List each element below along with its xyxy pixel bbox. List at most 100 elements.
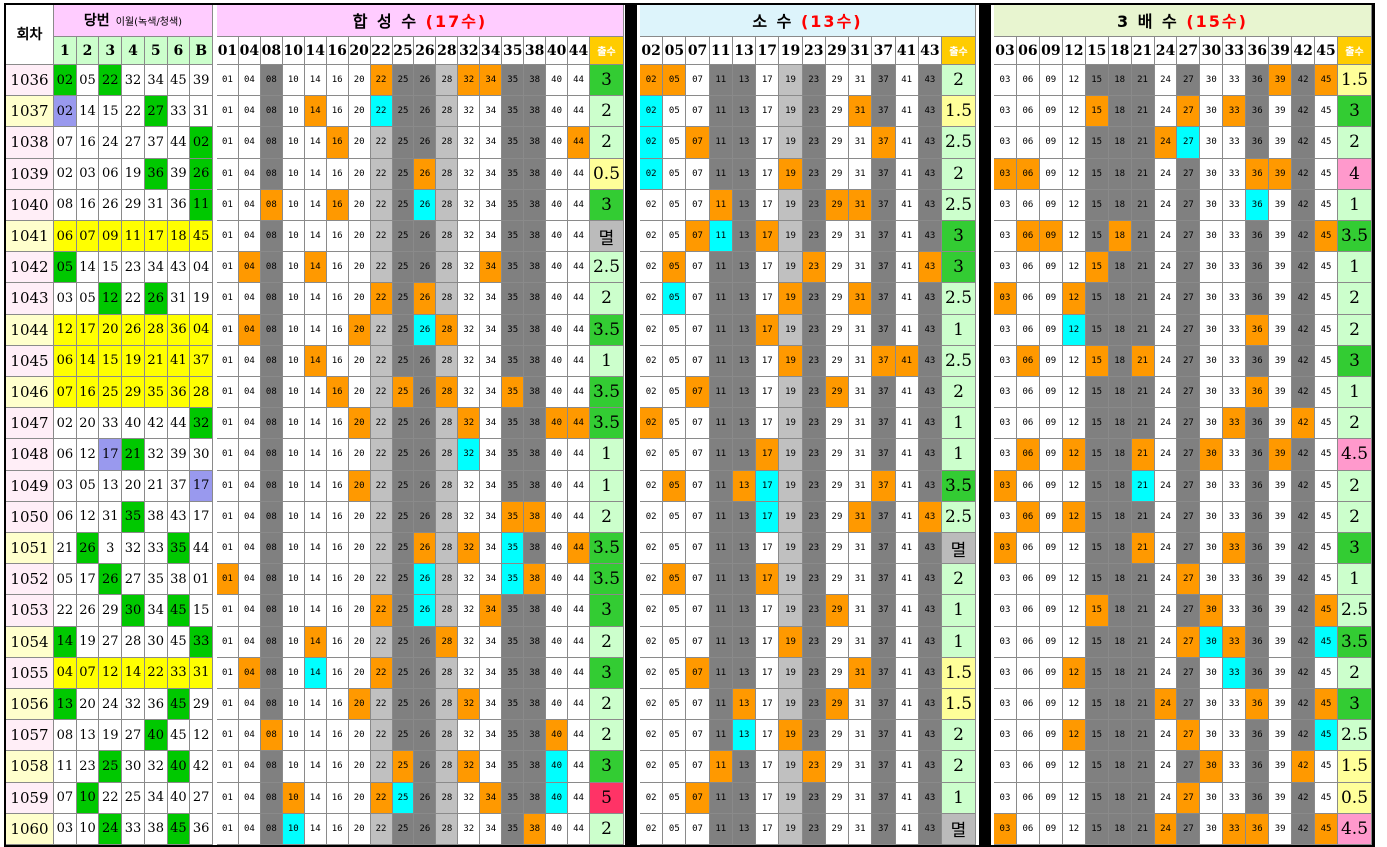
section-number-cell: 30 [1200,533,1224,565]
section-number-cell: 16 [326,252,349,284]
section-number-cell: 29 [825,345,850,377]
section-number-cell: 37 [872,657,896,689]
section-score-cell: 3 [1338,689,1372,721]
section-number-cell: 17 [756,626,780,658]
draw-number: 19 [190,283,213,315]
draw-number: 05 [54,564,77,596]
section-number-cell: 33 [1223,96,1247,128]
draw-number: 40 [122,408,145,440]
section-number-cell: 26 [414,408,437,440]
section-number-cell: 25 [392,626,415,658]
section-number-cell: 02 [640,96,664,128]
section-number-cell: 44 [568,813,590,845]
section-number-cell: 41 [895,470,919,502]
section-number-cell: 30 [1200,439,1224,471]
section-number-cell: 35 [502,221,525,253]
section-number-cell: 24 [1154,96,1178,128]
draw-number: 31 [190,96,213,128]
section-number-cell: 14 [304,221,327,253]
section-number-cell: 12 [1062,96,1086,128]
section-number-cell: 27 [1177,283,1201,315]
section-number-cell: 34 [480,751,503,783]
section-number-cell: 21 [1131,501,1155,533]
section-score-cell: 1 [590,470,624,502]
section-number-cell: 38 [524,595,547,627]
draw-number: 35 [122,501,145,533]
section-number-cell: 10 [282,96,305,128]
section-number-cell: 06 [1016,127,1040,159]
section-column-header: 14 [304,37,327,65]
section-number-cell: 30 [1200,127,1224,159]
section-score-cell: 2 [942,65,976,97]
section-number-cell: 19 [779,408,803,440]
draw-number: 27 [122,127,145,159]
section-number-cell: 07 [686,501,710,533]
section-number-cell: 42 [1292,657,1316,689]
section-number-cell: 33 [1223,408,1247,440]
section-number-cell: 18 [1108,96,1132,128]
section-number-cell: 35 [502,96,525,128]
section-number-cell: 07 [686,377,710,409]
draw-number: 31 [190,657,213,689]
section-number-cell: 28 [436,221,459,253]
prime-count-text: (13수) [800,12,863,31]
section-number-cell: 20 [348,252,371,284]
section-number-cell: 01 [217,314,239,346]
draw-number: 17 [99,439,123,471]
section-score-cell: 2 [1338,501,1372,533]
section-number-cell: 33 [1223,657,1247,689]
section-number-cell: 12 [1062,345,1086,377]
section-number-cell: 41 [895,221,919,253]
section-number-cell: 19 [779,345,803,377]
draw-column-header: B [190,37,213,65]
section-number-cell: 27 [1177,439,1201,471]
draw-number: 17 [76,314,100,346]
section-score-cell: 3 [590,65,624,97]
draw-number: 11 [190,189,213,221]
section-number-cell: 28 [436,564,459,596]
section-number-cell: 10 [282,127,305,159]
prime-title-text: 소 수 [752,12,794,31]
section-number-cell: 05 [663,533,687,565]
section-number-cell: 29 [825,377,850,409]
round-number: 1043 [6,283,54,315]
draw-number: 22 [144,657,168,689]
section-column-header: 25 [392,37,415,65]
draw-number: 10 [76,782,100,814]
section-number-cell: 10 [282,626,305,658]
section-number-cell: 22 [370,626,393,658]
draw-number: 18 [167,221,191,253]
section-number-cell: 45 [1315,345,1338,377]
section-number-cell: 03 [994,626,1017,658]
section-number-cell: 12 [1062,782,1086,814]
draw-number: 04 [190,252,213,284]
section-number-cell: 44 [568,720,590,752]
section-number-cell: 29 [825,470,850,502]
section-number-cell: 37 [872,377,896,409]
section-number-cell: 04 [238,501,261,533]
section-number-cell: 36 [1246,314,1270,346]
draw-number: 36 [190,813,213,845]
section-number-cell: 11 [709,782,733,814]
round-number: 1038 [6,127,54,159]
section-number-cell: 19 [779,470,803,502]
section-number-cell: 18 [1108,377,1132,409]
section-number-cell: 18 [1108,720,1132,752]
section-number-cell: 26 [414,439,437,471]
round-number: 1047 [6,408,54,440]
section-number-cell: 36 [1246,439,1270,471]
section-number-cell: 33 [1223,377,1247,409]
draw-number: 07 [54,377,77,409]
draw-number: 42 [144,408,168,440]
section-number-cell: 19 [779,813,803,845]
section-number-cell: 32 [458,470,481,502]
draw-number: 33 [167,657,191,689]
section-number-cell: 34 [480,96,503,128]
section-number-cell: 32 [458,283,481,315]
section-number-cell: 45 [1315,283,1338,315]
section-number-cell: 22 [370,564,393,596]
section-number-cell: 44 [568,283,590,315]
section-number-cell: 20 [348,533,371,565]
section-number-cell: 39 [1269,65,1293,97]
section-number-cell: 28 [436,96,459,128]
